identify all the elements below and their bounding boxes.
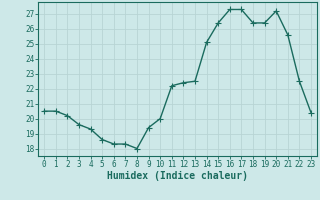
X-axis label: Humidex (Indice chaleur): Humidex (Indice chaleur) (107, 171, 248, 181)
